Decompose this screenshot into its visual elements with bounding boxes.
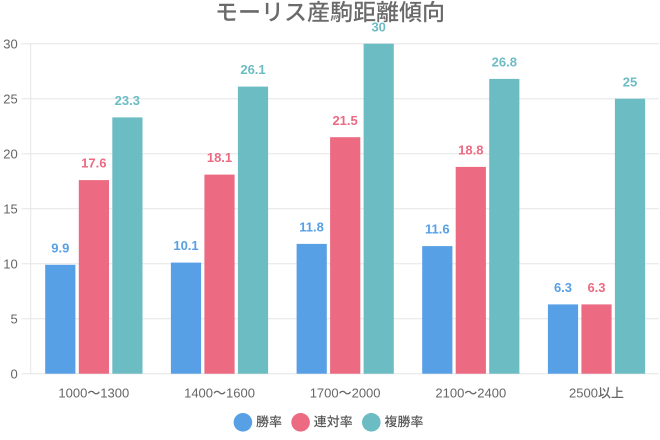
svg-text:26.8: 26.8 [492, 55, 517, 70]
svg-text:1000: 1000 [58, 386, 87, 401]
svg-text:11.6: 11.6 [425, 222, 450, 237]
svg-text:1400: 1400 [184, 386, 213, 401]
svg-text:17.6: 17.6 [81, 156, 106, 171]
svg-text:2500: 2500 [569, 386, 598, 401]
svg-text:18.1: 18.1 [207, 150, 232, 165]
svg-text:11.8: 11.8 [299, 220, 324, 235]
svg-text:26.1: 26.1 [240, 62, 265, 77]
svg-text:6.3: 6.3 [554, 280, 572, 295]
svg-text:25: 25 [623, 74, 637, 89]
svg-text:1700: 1700 [310, 386, 339, 401]
svg-text:18.8: 18.8 [458, 143, 483, 158]
svg-text:25: 25 [3, 91, 17, 106]
svg-text:30: 30 [3, 36, 17, 51]
svg-text:30: 30 [371, 19, 385, 34]
svg-text:21.5: 21.5 [332, 113, 357, 128]
svg-text:2400: 2400 [477, 386, 506, 401]
svg-text:5: 5 [10, 311, 17, 326]
svg-text:10.1: 10.1 [173, 238, 198, 253]
svg-text:0: 0 [10, 366, 17, 381]
svg-text:20: 20 [3, 146, 17, 161]
svg-text:9.9: 9.9 [51, 240, 69, 255]
svg-text:2000: 2000 [352, 386, 381, 401]
svg-text:1300: 1300 [100, 386, 129, 401]
svg-text:15: 15 [3, 201, 17, 216]
svg-text:1600: 1600 [226, 386, 255, 401]
svg-text:23.3: 23.3 [115, 93, 140, 108]
svg-text:6.3: 6.3 [587, 280, 605, 295]
svg-text:10: 10 [3, 256, 17, 271]
svg-text:2100: 2100 [435, 386, 464, 401]
